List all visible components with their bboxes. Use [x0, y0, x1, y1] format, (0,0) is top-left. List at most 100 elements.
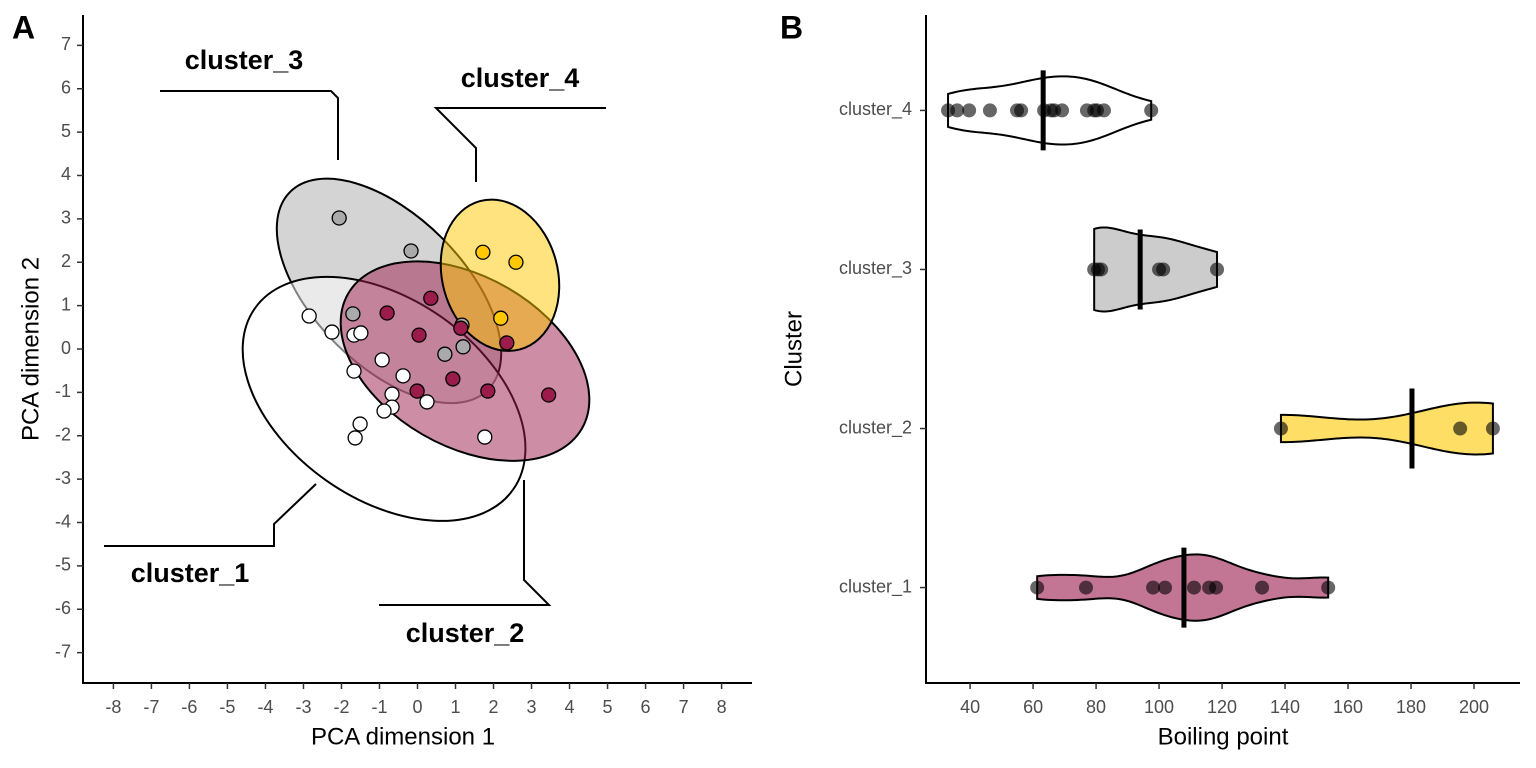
x-tick-label: 5: [603, 697, 613, 717]
y-axis-title: Cluster: [780, 311, 807, 387]
point: [346, 363, 362, 379]
y-axis-title: PCA dimension 2: [17, 257, 44, 441]
point: [324, 324, 340, 340]
violin: [1279, 401, 1494, 456]
x-tick-label: 180: [1396, 697, 1426, 717]
point: [1156, 262, 1171, 277]
point: [1209, 580, 1224, 595]
x-tick-label: -5: [219, 697, 235, 717]
y-tick-label: -4: [55, 511, 71, 531]
point: [423, 290, 439, 306]
x-axis-title: Boiling point: [1158, 723, 1289, 750]
x-tick-label: -8: [105, 697, 121, 717]
point: [1096, 103, 1111, 118]
point: [1094, 262, 1109, 277]
y-tick-label: 7: [61, 34, 71, 54]
point: [1273, 421, 1288, 436]
point: [352, 416, 368, 432]
point: [950, 103, 965, 118]
point: [301, 308, 317, 324]
y-tick-label: -2: [55, 425, 71, 445]
point: [1144, 103, 1159, 118]
x-tick-label: 3: [527, 697, 537, 717]
point: [1321, 580, 1336, 595]
point: [453, 320, 469, 336]
point: [477, 429, 493, 445]
point: [1014, 103, 1029, 118]
point: [395, 368, 411, 384]
point: [331, 210, 347, 226]
x-tick-label: 40: [960, 697, 980, 717]
x-tick-label: 200: [1459, 697, 1489, 717]
y-tick-label: -6: [55, 598, 71, 618]
x-tick-label: 2: [489, 697, 499, 717]
point: [345, 306, 361, 322]
x-axis-title: PCA dimension 1: [311, 723, 495, 750]
x-tick-label: 100: [1144, 697, 1174, 717]
y-tick-label: -3: [55, 468, 71, 488]
point: [379, 305, 395, 321]
point: [493, 310, 509, 326]
point: [540, 387, 557, 403]
x-tick-label: 120: [1207, 697, 1237, 717]
x-tick-label: -1: [371, 697, 387, 717]
cluster-label: cluster_2: [406, 618, 525, 648]
x-tick-label: 160: [1333, 697, 1363, 717]
y-tick-label: 3: [61, 208, 71, 228]
panel-tag: B: [780, 9, 803, 45]
point: [1146, 580, 1161, 595]
point: [508, 254, 524, 270]
point: [1453, 421, 1468, 436]
y-tick-label: 0: [61, 338, 71, 358]
point: [445, 371, 461, 387]
y-tick-label: cluster_4: [839, 99, 912, 120]
y-tick-label: 1: [61, 294, 71, 314]
point: [1255, 580, 1270, 595]
cluster-label: cluster_3: [185, 45, 304, 75]
point: [1210, 262, 1225, 277]
point: [409, 383, 425, 399]
y-tick-label: -7: [55, 641, 71, 661]
leader-line: [160, 90, 339, 160]
point: [347, 430, 363, 446]
y-tick-label: 6: [61, 77, 71, 97]
y-tick-label: -1: [55, 381, 71, 401]
point: [374, 352, 390, 368]
leader-line: [433, 107, 606, 182]
x-tick-label: -2: [333, 697, 349, 717]
point: [1485, 421, 1500, 436]
x-tick-label: -4: [257, 697, 273, 717]
point: [1187, 580, 1202, 595]
point: [437, 346, 453, 362]
cluster-ellipse: [439, 198, 561, 352]
cluster-label: cluster_1: [131, 558, 250, 588]
cluster-label: cluster_4: [461, 63, 580, 93]
point: [1078, 580, 1093, 595]
y-tick-label: 5: [61, 121, 71, 141]
point: [1158, 580, 1173, 595]
y-tick-label: cluster_3: [839, 258, 912, 279]
point: [455, 339, 471, 355]
x-tick-label: 8: [717, 697, 727, 717]
point: [480, 383, 496, 399]
leader-line: [104, 483, 317, 547]
x-tick-label: 80: [1086, 697, 1106, 717]
x-tick-label: -6: [181, 697, 197, 717]
y-tick-label: 4: [61, 164, 71, 184]
point: [403, 243, 419, 259]
point: [499, 335, 515, 351]
y-tick-label: 2: [61, 251, 71, 271]
y-tick-label: cluster_1: [839, 576, 912, 597]
x-tick-label: 6: [641, 697, 651, 717]
point: [376, 403, 392, 419]
point: [1055, 103, 1070, 118]
x-tick-label: -7: [143, 697, 159, 717]
y-tick-label: -5: [55, 555, 71, 575]
point: [1030, 580, 1045, 595]
x-tick-label: 1: [451, 697, 461, 717]
point: [962, 103, 977, 118]
leader-line: [379, 480, 552, 606]
point: [384, 386, 400, 402]
